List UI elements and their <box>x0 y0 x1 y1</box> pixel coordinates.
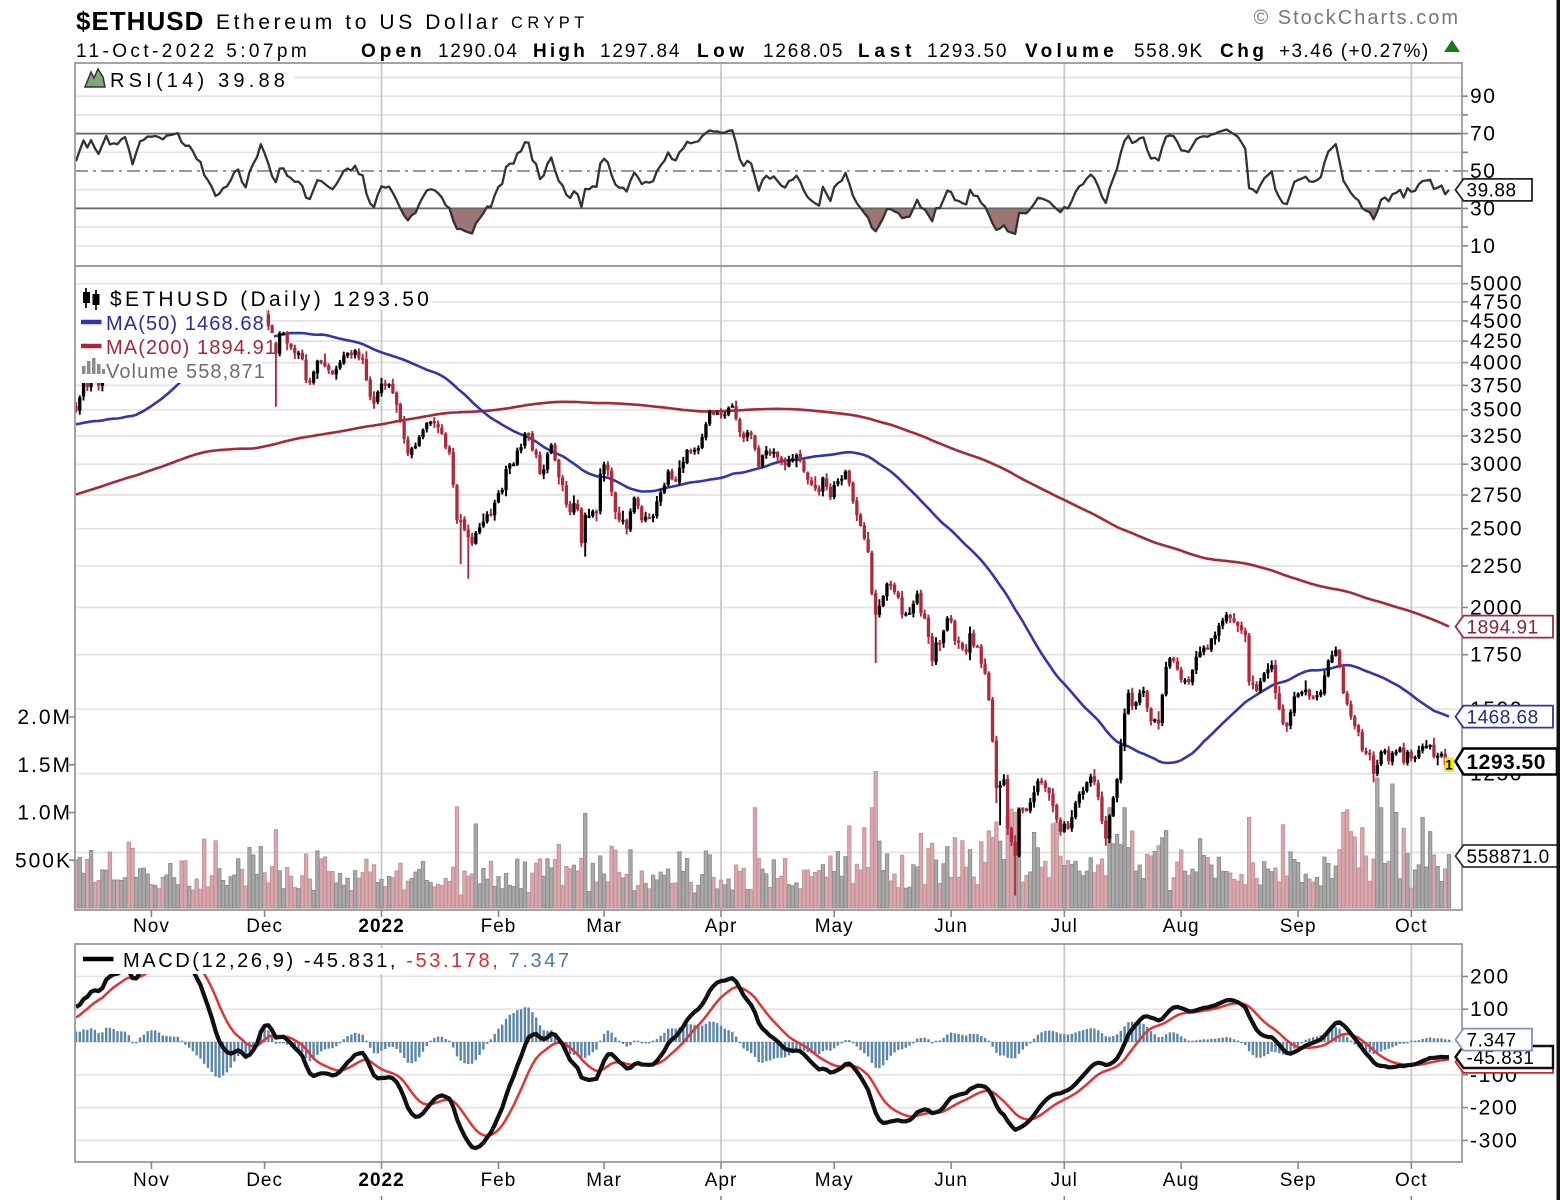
svg-text:Aug: Aug <box>1163 916 1200 937</box>
svg-text:3250: 3250 <box>1470 425 1523 448</box>
svg-text:Dec: Dec <box>246 916 283 937</box>
svg-text:MA(200) 1894.91: MA(200) 1894.91 <box>106 337 277 359</box>
svg-text:Feb: Feb <box>481 1170 517 1191</box>
svg-text:1268.05: 1268.05 <box>763 41 844 62</box>
svg-text:558871.0: 558871.0 <box>1467 847 1550 868</box>
svg-text:Jun: Jun <box>934 1170 968 1191</box>
svg-text:558.9K: 558.9K <box>1134 41 1204 62</box>
svg-text:30: 30 <box>1470 197 1497 220</box>
svg-text:CRYPT: CRYPT <box>511 14 589 32</box>
svg-text:RSI(14) 39.88: RSI(14) 39.88 <box>110 70 289 92</box>
svg-text:Dec: Dec <box>246 1170 283 1191</box>
svg-text:Open: Open <box>361 41 426 62</box>
svg-text:Mar: Mar <box>586 916 622 937</box>
svg-text:MA(50) 1468.68: MA(50) 1468.68 <box>106 313 265 335</box>
svg-text:2750: 2750 <box>1470 484 1523 507</box>
svg-text:Feb: Feb <box>481 916 517 937</box>
svg-text:Sep: Sep <box>1280 916 1317 937</box>
svg-text:1297.84: 1297.84 <box>600 41 681 62</box>
svg-text:1.0M: 1.0M <box>17 802 72 825</box>
svg-text:1290.04: 1290.04 <box>438 41 519 62</box>
svg-text:10: 10 <box>1470 235 1497 258</box>
svg-text:Nov: Nov <box>133 1170 170 1191</box>
svg-text:11-Oct-2022 5:07pm: 11-Oct-2022 5:07pm <box>76 41 310 62</box>
svg-text:May: May <box>815 1170 854 1191</box>
svg-text:2022: 2022 <box>358 1170 404 1191</box>
svg-text:-45.831: -45.831 <box>1467 1048 1535 1069</box>
svg-text:4250: 4250 <box>1470 330 1523 353</box>
svg-text:Jul: Jul <box>1051 1170 1078 1191</box>
svg-text:Ethereum to US Dollar: Ethereum to US Dollar <box>216 11 502 34</box>
svg-text:50: 50 <box>1470 160 1497 183</box>
svg-text:7.347: 7.347 <box>1467 1030 1517 1051</box>
svg-text:Oct: Oct <box>1395 1170 1428 1191</box>
svg-text:Volume: Volume <box>1025 41 1118 62</box>
svg-text:1468.68: 1468.68 <box>1467 708 1539 729</box>
svg-text:39.88: 39.88 <box>1467 181 1517 202</box>
svg-text:Oct: Oct <box>1395 916 1428 937</box>
svg-text:$ETHUSD: $ETHUSD <box>76 6 204 36</box>
svg-text:1: 1 <box>1445 758 1453 773</box>
svg-text:Apr: Apr <box>705 916 738 937</box>
svg-text:Nov: Nov <box>133 916 170 937</box>
svg-text:Low: Low <box>697 41 749 62</box>
svg-text:3500: 3500 <box>1470 399 1523 422</box>
svg-text:Last: Last <box>858 41 916 62</box>
svg-text:2500: 2500 <box>1470 518 1523 541</box>
svg-text:Chg: Chg <box>1220 41 1267 62</box>
svg-text:1293.50: 1293.50 <box>1467 751 1546 774</box>
svg-text:1293.50: 1293.50 <box>927 41 1008 62</box>
svg-text:3000: 3000 <box>1470 453 1523 476</box>
svg-text:5000: 5000 <box>1470 273 1523 296</box>
svg-text:4000: 4000 <box>1470 352 1523 375</box>
svg-text:Aug: Aug <box>1163 1170 1200 1191</box>
svg-text:$ETHUSD (Daily) 1293.50: $ETHUSD (Daily) 1293.50 <box>110 288 432 311</box>
svg-text:Jun: Jun <box>934 916 968 937</box>
svg-text:90: 90 <box>1470 85 1497 108</box>
svg-text:3750: 3750 <box>1470 374 1523 397</box>
svg-text:2022: 2022 <box>358 916 404 937</box>
svg-text:100: 100 <box>1470 998 1510 1021</box>
svg-text:Jul: Jul <box>1051 916 1078 937</box>
svg-text:High: High <box>533 41 588 62</box>
svg-text:May: May <box>815 916 854 937</box>
svg-text:MACD(12,26,9) -45.831, -53.178: MACD(12,26,9) -45.831, -53.178, 7.347 <box>123 950 572 972</box>
svg-text:4500: 4500 <box>1470 310 1523 333</box>
svg-text:+3.46 (+0.27%): +3.46 (+0.27%) <box>1279 41 1430 62</box>
svg-text:Sep: Sep <box>1280 1170 1317 1191</box>
svg-text:2250: 2250 <box>1470 555 1523 578</box>
svg-text:200: 200 <box>1470 965 1510 988</box>
svg-text:-200: -200 <box>1470 1097 1518 1120</box>
svg-text:1894.91: 1894.91 <box>1467 617 1539 638</box>
svg-text:2.0M: 2.0M <box>17 706 72 729</box>
svg-text:Volume 558,871: Volume 558,871 <box>106 361 266 383</box>
svg-text:4750: 4750 <box>1470 291 1523 314</box>
svg-text:© StockCharts.com: © StockCharts.com <box>1253 7 1460 29</box>
svg-text:2000: 2000 <box>1470 597 1523 620</box>
svg-text:70: 70 <box>1470 123 1497 146</box>
svg-text:-300: -300 <box>1470 1129 1518 1152</box>
svg-text:1750: 1750 <box>1470 644 1523 667</box>
svg-text:500K: 500K <box>15 849 72 872</box>
svg-text:1.5M: 1.5M <box>17 754 72 777</box>
svg-text:Apr: Apr <box>705 1170 738 1191</box>
svg-text:Mar: Mar <box>586 1170 622 1191</box>
